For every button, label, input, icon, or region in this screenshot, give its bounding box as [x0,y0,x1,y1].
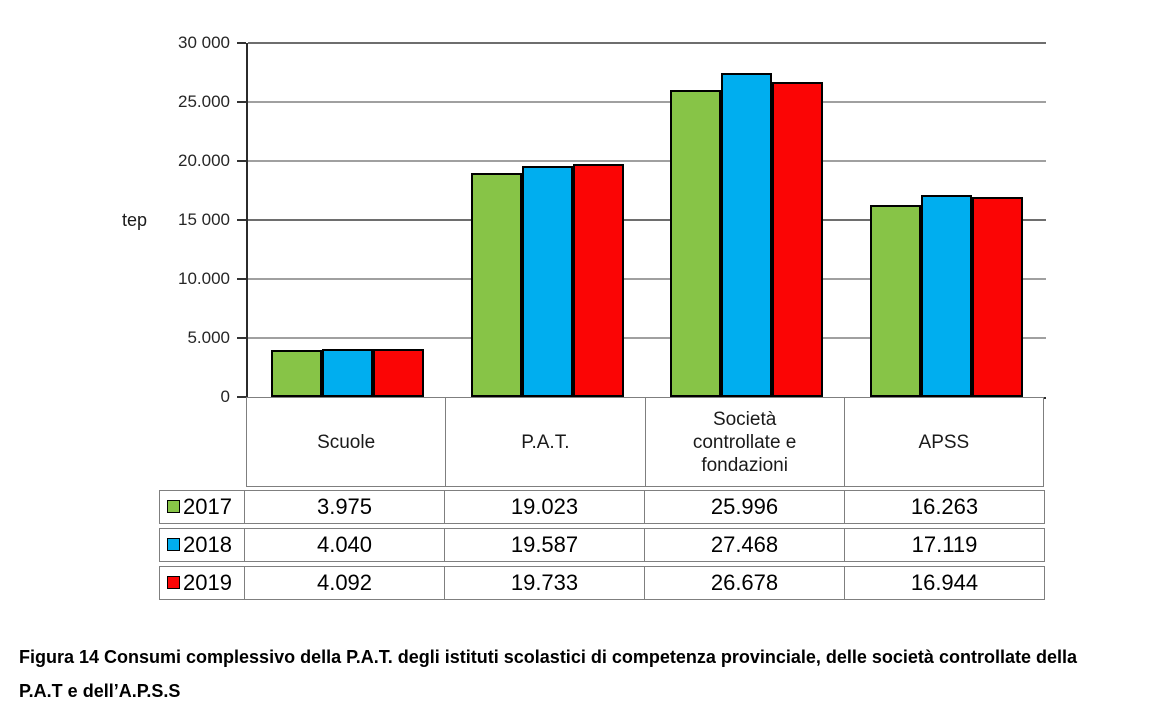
category-header-cell: Società controllate e fondazioni [646,398,845,486]
series-year-label: 2017 [183,493,232,519]
y-axis-tick-label: 10.000 [178,269,230,288]
data-row: 2018 4.040 19.587 27.468 17.119 [159,527,1045,562]
figure-caption: Figura 14 Consumi complessivo della P.A.… [19,647,1077,701]
category-header-row: Scuole P.A.T. Società controllate e fondaz… [246,397,1044,487]
plot-area [246,42,1046,399]
value-cell: 19.733 [445,566,645,599]
category-label: P.A.T. [521,431,570,453]
category-label: Scuole [317,431,376,453]
y-axis-tick-mark [237,396,246,398]
series-year-label: 2018 [183,531,232,557]
y-axis-tick-label: 0 [220,387,230,406]
category-header-cell: Scuole [247,398,447,486]
chart-bar [373,349,424,397]
value-cell: 16.263 [910,493,979,519]
legend-color-swatch [167,576,180,589]
chart-bar [772,82,823,397]
chart-bar [670,90,721,397]
legend-cell: 2017 [160,490,245,523]
chart-bar [869,205,921,397]
value-cell: 25.996 [645,490,845,523]
category-header-cell: P.A.T. [446,398,646,486]
value-cell: 27.468 [645,528,845,561]
gridline [248,278,1046,280]
legend-cell: 2018 [160,528,245,561]
y-axis-tick-label: 20.000 [178,151,230,170]
gridline [248,219,1046,221]
series-year-label: 2019 [183,569,232,595]
gridline [248,160,1046,162]
gridline [248,337,1046,339]
value-cell: 19.587 [445,528,645,561]
legend-cell: 2019 [160,566,245,599]
chart-bar [721,73,772,397]
y-axis-tick-mark [237,101,246,103]
y-axis-tick-mark [237,278,246,280]
y-axis-tick-label: 15 000 [178,210,230,229]
y-axis-tick-label: 5.000 [187,328,230,347]
y-axis-tick-mark [237,42,246,44]
chart-bar [470,173,522,397]
value-cell: 4.040 [245,528,445,561]
data-row: 2019 4.092 19.733 26.678 16.944 [159,565,1045,600]
value-cell: 26.678 [645,566,845,599]
y-axis-unit-label: tep [122,210,148,230]
y-axis-tick-label: 30 000 [178,33,230,52]
category-label: APSS [918,431,970,453]
value-cell: 17.119 [911,531,978,557]
legend-color-swatch [167,538,180,551]
chart-bar [521,166,573,397]
category-label: Società controllate e fondazioni [692,408,797,476]
chart-bar [920,195,972,397]
value-cell: 3.975 [245,490,445,523]
y-axis-tick-mark [237,337,246,339]
gridline [248,42,1046,44]
chart-bar [971,197,1023,397]
value-cell: 19.023 [445,490,645,523]
chart-bar [572,164,624,397]
chart-bar [322,349,373,397]
data-row: 2017 3.975 19.023 25.996 16.263 [159,489,1045,524]
y-axis-tick-mark [237,219,246,221]
value-cell: 16.944 [910,569,979,595]
category-header-cell: APSS [845,398,1043,486]
legend-color-swatch [167,500,180,513]
value-cell: 4.092 [245,566,445,599]
gridline [248,101,1046,103]
chart-bar [271,350,322,397]
y-axis-tick-label: 25.000 [178,92,230,111]
y-axis-tick-mark [237,160,246,162]
